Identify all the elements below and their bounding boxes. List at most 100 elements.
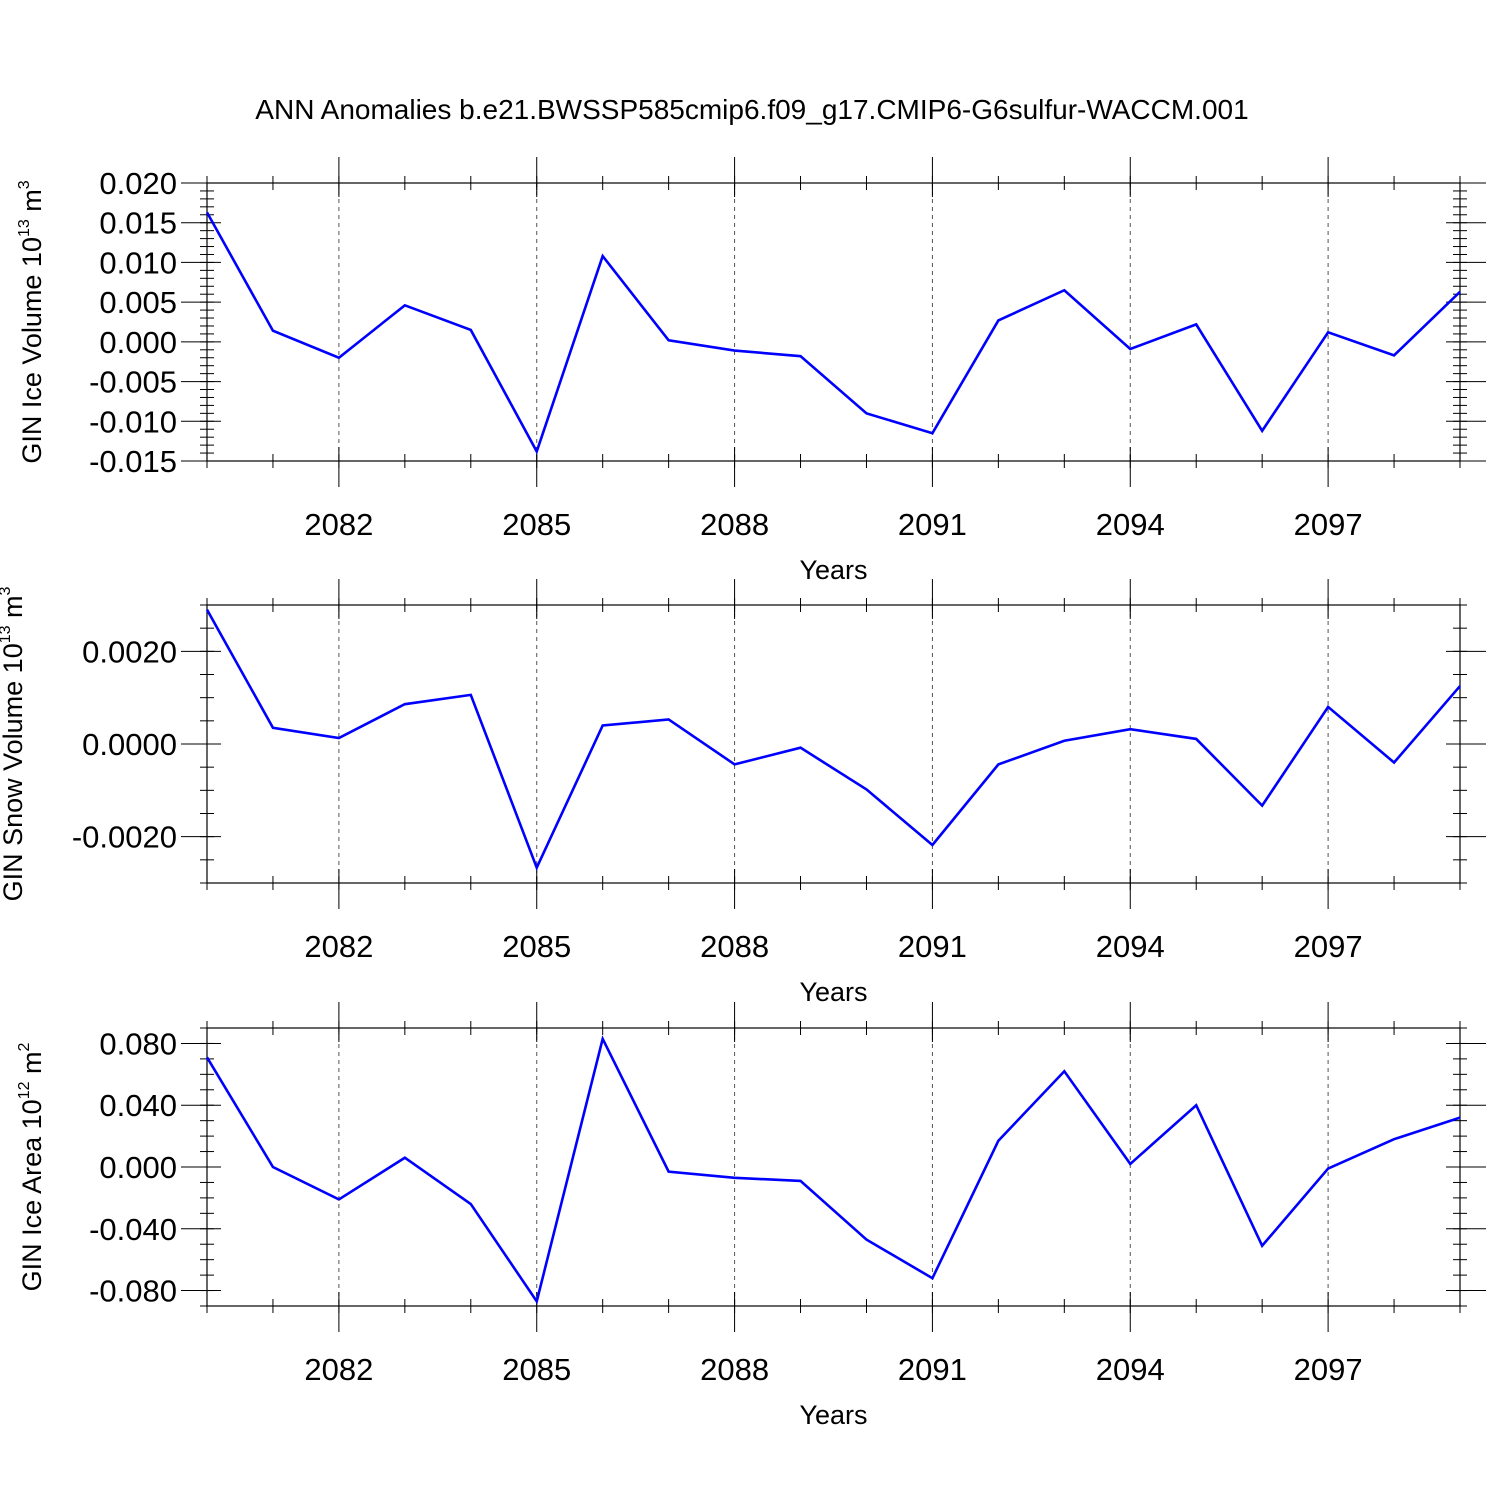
- x-tick-label: 2082: [304, 1352, 373, 1387]
- y-tick-label: -0.010: [89, 404, 177, 439]
- x-tick-label: 2097: [1294, 507, 1363, 542]
- data-point: [1128, 347, 1132, 351]
- series-line: [205, 608, 1461, 872]
- y-axis-label-unit: m: [0, 595, 28, 625]
- x-axis-label: Years: [799, 555, 867, 585]
- data-point: [1392, 761, 1396, 765]
- data-point: [205, 210, 209, 214]
- data-point: [337, 1197, 341, 1201]
- data-point: [667, 717, 671, 721]
- data-point: [1260, 804, 1264, 808]
- y-tick-label: 0.080: [99, 1026, 177, 1061]
- data-point: [1194, 1103, 1198, 1107]
- y-tick-label: -0.0020: [72, 820, 177, 855]
- data-point: [1062, 288, 1066, 292]
- data-point: [1260, 1244, 1264, 1248]
- y-tick-label: -0.040: [89, 1212, 177, 1247]
- data-point: [799, 1179, 803, 1183]
- x-tick-label: 2088: [700, 507, 769, 542]
- data-point: [1458, 684, 1462, 688]
- x-tick-label: 2091: [898, 507, 967, 542]
- panel-2: -0.0020 0.0000 0.0020 2082 2085 2088 2091 2094 2…: [0, 579, 1486, 1007]
- data-point: [1326, 330, 1330, 334]
- y-axis-label: GIN Snow Volume 1013 m3: [0, 586, 28, 901]
- chart-title: ANN Anomalies b.e21.BWSSP585cmip6.f09_g1…: [255, 94, 1248, 125]
- data-point: [930, 431, 934, 435]
- y-tick-label: 0.0000: [82, 727, 177, 762]
- x-tick-label: 2094: [1096, 507, 1165, 542]
- y-tick-label: 0.015: [99, 206, 177, 241]
- y-axis-label-unit-exponent: 2: [16, 1043, 33, 1052]
- data-point: [271, 726, 275, 730]
- x-tick-label: 2085: [502, 507, 571, 542]
- series-line: [205, 211, 1461, 455]
- data-point: [469, 1202, 473, 1206]
- y-tick-label: -0.015: [89, 444, 177, 479]
- y-tick-label: 0.040: [99, 1088, 177, 1123]
- series-line: [205, 1035, 1461, 1305]
- y-axis-label-exponent: 12: [16, 1081, 33, 1099]
- data-point: [601, 1037, 605, 1041]
- y-axis-label: GIN Ice Volume 1013 m3: [16, 180, 47, 463]
- data-point: [733, 349, 737, 353]
- x-tick-label: 2094: [1096, 929, 1165, 964]
- data-point: [1326, 705, 1330, 709]
- y-tick-label: 0.005: [99, 285, 177, 320]
- data-point: [864, 411, 868, 415]
- y-tick-label: 0.010: [99, 245, 177, 280]
- data-point: [1194, 322, 1198, 326]
- data-point: [1194, 737, 1198, 741]
- data-point: [996, 1139, 1000, 1143]
- data-point: [535, 449, 539, 453]
- x-axis-label: Years: [799, 977, 867, 1007]
- x-tick-label: 2091: [898, 1352, 967, 1387]
- y-tick-label: 0.020: [99, 166, 177, 201]
- data-point: [1260, 429, 1264, 433]
- data-point: [1458, 290, 1462, 294]
- y-tick-label: 0.0020: [82, 634, 177, 669]
- plot-frame: [206, 1027, 1461, 1307]
- data-point: [337, 736, 341, 740]
- y-axis-label-unit: m: [17, 1052, 47, 1082]
- data-point: [733, 1176, 737, 1180]
- y-axis-label-unit: m: [17, 189, 47, 219]
- x-tick-label: 2091: [898, 929, 967, 964]
- y-tick-label: -0.080: [89, 1274, 177, 1309]
- data-point: [1458, 1116, 1462, 1120]
- data-point: [403, 303, 407, 307]
- data-point: [1062, 1069, 1066, 1073]
- panel-1: -0.015 -0.010 -0.005 0.000 0.005 0.010 0.015 0.…: [16, 157, 1486, 585]
- data-point: [799, 354, 803, 358]
- data-point: [996, 762, 1000, 766]
- y-axis-label-text: GIN Ice Area 10: [17, 1099, 47, 1291]
- y-axis-label-exponent: 13: [16, 219, 33, 237]
- data-point: [733, 762, 737, 766]
- data-point: [1128, 727, 1132, 731]
- data-point: [799, 746, 803, 750]
- data-point: [864, 787, 868, 791]
- data-point: [337, 356, 341, 360]
- x-tick-label: 2085: [502, 1352, 571, 1387]
- data-point: [667, 338, 671, 342]
- data-point: [1062, 739, 1066, 743]
- y-axis-label-text: GIN Snow Volume 10: [0, 643, 28, 901]
- data-point: [205, 608, 209, 612]
- data-point: [1392, 1137, 1396, 1141]
- data-point: [469, 693, 473, 697]
- data-point: [271, 329, 275, 333]
- y-axis-label-text: GIN Ice Volume 10: [17, 237, 47, 464]
- data-point: [535, 866, 539, 870]
- data-point: [469, 328, 473, 332]
- y-axis-label-unit-exponent: 3: [0, 586, 14, 595]
- panel-3: -0.080 -0.040 0.000 0.040 0.080 2082 2085 2088 2…: [16, 1002, 1486, 1430]
- data-point: [864, 1238, 868, 1242]
- x-tick-label: 2088: [700, 929, 769, 964]
- y-axis-label: GIN Ice Area 1012 m2: [16, 1043, 47, 1292]
- x-axis-label: Years: [799, 1400, 867, 1430]
- x-tick-label: 2082: [304, 507, 373, 542]
- y-axis-label-unit-exponent: 3: [16, 180, 33, 189]
- plot-frame: [206, 182, 1461, 462]
- x-tick-label: 2085: [502, 929, 571, 964]
- panels: -0.015 -0.010 -0.005 0.000 0.005 0.010 0.015 0.…: [0, 157, 1486, 1430]
